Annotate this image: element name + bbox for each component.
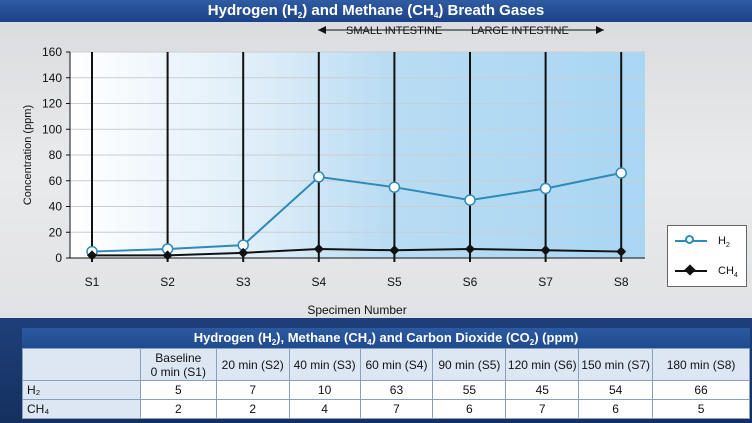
data-point-ch4 (87, 250, 97, 261)
x-tick-label: S5 (387, 275, 402, 289)
table-cell: 55 (432, 380, 507, 400)
breath-gas-table: Baseline 0 min (S1) 20 min (S2) 40 min (S… (22, 348, 750, 419)
table-row-ch4: CH₄ 2 2 4 7 6 7 6 5 (22, 399, 750, 419)
table-cell: 63 (359, 380, 434, 400)
legend-label-ch4: CH4 (718, 265, 738, 279)
diamond-marker-icon (684, 264, 696, 276)
table-cell: 45 (505, 380, 580, 400)
data-table-panel: Hydrogen (H2), Methane (CH4) and Carbon … (0, 318, 752, 423)
legend-item-ch4: CH4 (668, 256, 746, 286)
x-tick-label: S2 (160, 275, 175, 289)
data-point-ch4 (465, 243, 475, 254)
table-cell: 54 (578, 380, 654, 400)
x-tick-label: S1 (85, 275, 100, 289)
y-tick-label: 140 (42, 71, 62, 85)
data-point-h2 (464, 194, 476, 206)
column-header: 120 min (S6) (505, 348, 580, 381)
legend-label-h2: H2 (718, 235, 730, 249)
table-header-row: Baseline 0 min (S1) 20 min (S2) 40 min (S… (22, 348, 750, 381)
table-cell: 66 (652, 380, 750, 400)
column-header: 180 min (S8) (652, 348, 750, 381)
y-tick-label: 0 (55, 251, 62, 265)
column-header: 150 min (S7) (578, 348, 654, 381)
chart-title: Hydrogen (H2) and Methane (CH4) Breath G… (0, 0, 752, 22)
data-point-ch4 (389, 245, 400, 256)
column-header: 40 min (S3) (288, 348, 361, 381)
data-point-ch4 (616, 246, 627, 257)
series-line-h2 (91, 172, 622, 253)
table-cell: 6 (432, 399, 507, 419)
table-cell: 2 (215, 399, 290, 419)
x-tick-label: S8 (614, 275, 629, 289)
table-cell: 10 (288, 380, 361, 400)
column-header: 90 min (S5) (432, 348, 507, 381)
table-cell: 7 (505, 399, 580, 419)
x-tick-label: S4 (311, 275, 326, 289)
table-cell: 7 (359, 399, 434, 419)
data-point-ch4 (238, 247, 249, 258)
table-title: Hydrogen (H2), Methane (CH4) and Carbon … (22, 328, 750, 348)
large-intestine-label: LARGE INTESTINE (471, 25, 569, 37)
y-tick-label: 40 (49, 200, 63, 214)
y-tick-label: 80 (49, 148, 63, 162)
data-point-ch4 (162, 250, 173, 261)
title-mid: ) and Methane (CH (302, 2, 434, 19)
column-header-baseline: Baseline 0 min (S1) (139, 348, 217, 381)
arrow-right-icon (596, 26, 604, 34)
y-tick-label: 100 (42, 122, 62, 136)
title-prefix: Hydrogen (H (207, 2, 298, 19)
arrow-left-icon (318, 26, 326, 34)
table-cell: 5 (652, 399, 750, 419)
y-tick-label: 120 (42, 97, 62, 111)
data-point-h2 (313, 171, 325, 183)
x-tick-label: S6 (463, 275, 478, 289)
data-point-h2 (388, 181, 401, 193)
row-label-h2: H₂ (22, 380, 141, 400)
table-cell: 2 (139, 399, 217, 419)
data-point-ch4 (540, 245, 551, 256)
column-header: 20 min (S2) (215, 348, 290, 381)
x-tick-label: S3 (236, 275, 251, 289)
y-tick-label: 160 (42, 45, 62, 59)
x-tick-label: S7 (538, 275, 553, 289)
intestine-region-labels: SMALL INTESTINE LARGE INTESTINE (318, 24, 606, 38)
circle-marker-icon (685, 235, 694, 244)
data-point-h2 (615, 167, 627, 179)
title-sub-2: 2 (297, 11, 303, 20)
column-header: 60 min (S4) (359, 348, 434, 381)
table-cell: 4 (288, 399, 361, 419)
y-axis-label: Concentration (ppm) (22, 105, 34, 205)
y-tick-label: 20 (49, 225, 63, 239)
series-line-ch4 (92, 247, 622, 257)
chart-legend: H2 CH4 (667, 225, 747, 287)
table-cell: 6 (578, 399, 654, 419)
data-point-ch4 (313, 243, 324, 254)
x-axis-label: Specimen Number (307, 303, 406, 317)
data-point-h2 (539, 182, 552, 195)
small-intestine-label: SMALL INTESTINE (346, 25, 443, 37)
legend-item-h2: H2 (668, 226, 746, 256)
row-label-ch4: CH₄ (22, 399, 141, 419)
table-corner-cell (22, 348, 141, 381)
y-tick-label: 60 (49, 174, 63, 188)
table-cell: 7 (215, 380, 290, 400)
table-row-h2: H₂ 5 7 10 63 55 45 54 66 (22, 380, 750, 400)
line-chart: 0 20 40 60 80 100 120 140 160 S1 S2 S3 S4 S5 S6 S7 S8 Spe… (22, 26, 645, 317)
title-sub-4: 4 (433, 11, 439, 20)
title-suffix: ) Breath Gases (438, 2, 545, 19)
table-cell: 5 (139, 380, 217, 400)
